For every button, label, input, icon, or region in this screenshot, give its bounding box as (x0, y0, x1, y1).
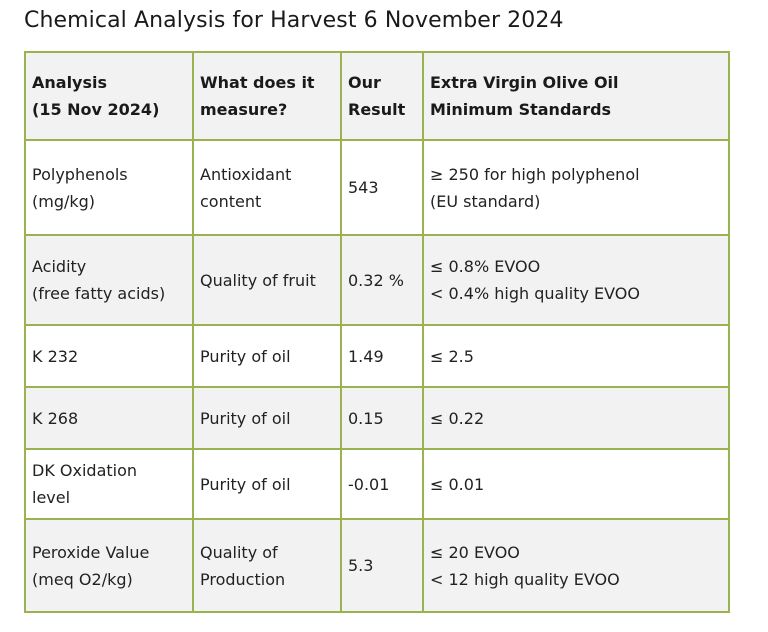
cell-standard: ≤ 0.01 (422, 448, 730, 520)
header-our-result: Our Result (340, 51, 424, 141)
cell-measure: Quality of fruit (192, 234, 342, 326)
cell-standard: ≤ 0.8% EVOO < 0.4% high quality EVOO (422, 234, 730, 326)
cell-standard: ≤ 2.5 (422, 324, 730, 388)
header-analysis: Analysis (15 Nov 2024) (24, 51, 194, 141)
cell-result: 543 (340, 139, 424, 236)
chemical-analysis-table: Analysis (15 Nov 2024) What does it meas… (24, 51, 730, 613)
page-title: Chemical Analysis for Harvest 6 November… (24, 8, 564, 33)
cell-standard: ≤ 20 EVOO < 12 high quality EVOO (422, 518, 730, 613)
table-row-k232: K 232 Purity of oil 1.49 ≤ 2.5 (24, 324, 730, 388)
cell-result: 5.3 (340, 518, 424, 613)
cell-measure: Purity of oil (192, 324, 342, 388)
cell-measure: Purity of oil (192, 386, 342, 450)
cell-analysis: Peroxide Value (meq O2/kg) (24, 518, 194, 613)
cell-analysis: K 268 (24, 386, 194, 450)
table-row-acidity: Acidity (free fatty acids) Quality of fr… (24, 234, 730, 326)
table-header-row: Analysis (15 Nov 2024) What does it meas… (24, 51, 730, 141)
cell-result: -0.01 (340, 448, 424, 520)
cell-analysis: DK Oxidation level (24, 448, 194, 520)
table-row-polyphenols: Polyphenols (mg/kg) Antioxidant content … (24, 139, 730, 236)
cell-measure: Quality of Production (192, 518, 342, 613)
cell-analysis: Polyphenols (mg/kg) (24, 139, 194, 236)
cell-result: 0.15 (340, 386, 424, 450)
cell-standard: ≤ 0.22 (422, 386, 730, 450)
table-row-peroxide: Peroxide Value (meq O2/kg) Quality of Pr… (24, 518, 730, 613)
cell-result: 1.49 (340, 324, 424, 388)
header-what-measured: What does it measure? (192, 51, 342, 141)
header-evoo-standards: Extra Virgin Olive Oil Minimum Standards (422, 51, 730, 141)
cell-analysis: Acidity (free fatty acids) (24, 234, 194, 326)
cell-analysis: K 232 (24, 324, 194, 388)
cell-result: 0.32 % (340, 234, 424, 326)
cell-standard: ≥ 250 for high polyphenol (EU standard) (422, 139, 730, 236)
table-row-k268: K 268 Purity of oil 0.15 ≤ 0.22 (24, 386, 730, 450)
cell-measure: Antioxidant content (192, 139, 342, 236)
table-row-dk-oxidation: DK Oxidation level Purity of oil -0.01 ≤… (24, 448, 730, 520)
cell-measure: Purity of oil (192, 448, 342, 520)
